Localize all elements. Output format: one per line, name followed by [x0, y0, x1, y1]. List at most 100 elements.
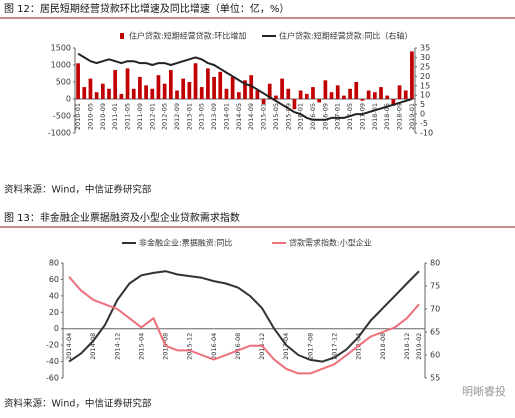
bar [119, 93, 124, 99]
y-tick-label: 60 [49, 275, 59, 284]
bar [156, 75, 161, 99]
x-tick-label: 2017-12 [331, 333, 339, 360]
bar [76, 63, 80, 99]
bar [131, 88, 136, 99]
y-tick-label: 1000 [51, 61, 71, 70]
x-tick-label: 2019-02 [415, 333, 423, 360]
line [77, 52, 413, 121]
x-tick-label: 2015-12 [186, 333, 194, 360]
bar [138, 76, 142, 99]
x-tick-label: 2016-05 [309, 103, 317, 130]
x-tick-label: 2014-08 [89, 333, 97, 360]
bar [125, 68, 130, 99]
bar [224, 88, 229, 99]
y2-tick-label: 10 [420, 91, 430, 100]
bar [311, 87, 315, 99]
x-tick-label: 2019-01 [408, 103, 416, 130]
x-tick-label: 2013-05 [198, 103, 206, 130]
bar [94, 92, 99, 99]
bar [100, 83, 105, 99]
x-tick-label: 2018-09 [396, 103, 404, 130]
line [68, 276, 420, 375]
x-tick-label: 2014-05 [235, 103, 243, 130]
bar [193, 63, 198, 99]
y2-tick-label: 5 [420, 100, 425, 109]
bar [286, 88, 291, 99]
x-tick-label: 2015-09 [284, 103, 292, 130]
x-tick-label: 2010-05 [86, 103, 94, 130]
y2-tick-label: 80 [430, 259, 440, 268]
bar [379, 87, 383, 99]
bar [249, 75, 254, 99]
legend-label: 住户贷款:短期经营贷款:环比增加 [129, 31, 246, 41]
x-tick-label: 2010-01 [74, 103, 82, 130]
y2-tick-label: 75 [430, 282, 440, 291]
bar [348, 88, 352, 99]
x-tick-label: 2014-12 [113, 333, 121, 360]
x-tick-label: 2017-08 [306, 333, 314, 360]
x-tick-label: 2015-05 [272, 103, 280, 130]
y-tick-label: 40 [49, 291, 59, 300]
y-tick-label: -40 [46, 357, 59, 366]
bar [243, 80, 247, 99]
bar [267, 83, 272, 99]
bar [199, 87, 204, 99]
x-tick-label: 2013-01 [185, 103, 193, 130]
legend-swatch [120, 33, 124, 39]
figure-title: 图 12：居民短期经营贷款环比增速及同比增速（单位：亿，%） [4, 2, 289, 15]
y-tick-label: -20 [46, 341, 59, 350]
x-tick-label: 2012-05 [161, 103, 169, 130]
y2-tick-label: -5 [420, 119, 428, 128]
x-tick-label: 2012-09 [173, 103, 181, 130]
bar [236, 92, 241, 99]
x-tick-label: 2017-09 [358, 103, 366, 130]
bar [150, 88, 155, 99]
bar [113, 70, 118, 99]
y-tick-label: 1500 [51, 44, 71, 53]
bar [342, 95, 346, 99]
legend-label: 住户贷款:短期经营贷款:同比（右轴） [279, 31, 412, 41]
bar [218, 71, 223, 99]
x-tick-label: 2014-01 [222, 103, 230, 130]
bar [410, 51, 414, 99]
bar [317, 99, 322, 103]
bar [187, 82, 192, 99]
bar [298, 90, 303, 99]
x-tick-label: 2016-09 [321, 103, 329, 130]
y2-tick-label: 60 [430, 351, 440, 360]
bar [168, 70, 173, 99]
bar [391, 99, 396, 106]
x-tick-label: 2014-09 [247, 103, 255, 130]
x-tick-label: 2015-04 [137, 333, 145, 360]
bar [144, 85, 148, 99]
y-tick-label: -500 [53, 112, 71, 121]
x-tick-label: 2011-01 [111, 103, 119, 130]
x-tick-label: 2018-01 [371, 103, 379, 130]
bar [292, 99, 297, 110]
bar [255, 90, 260, 99]
y-tick-label: 0 [66, 95, 71, 104]
bar [385, 95, 390, 99]
x-tick-label: 2018-08 [379, 333, 387, 360]
bar [175, 90, 179, 99]
y2-tick-label: 65 [430, 328, 440, 337]
bar [323, 80, 328, 99]
bar [360, 99, 365, 101]
bar [206, 68, 210, 99]
bar [88, 78, 93, 99]
y2-tick-label: 15 [420, 81, 430, 90]
source-note: 资料来源：Wind，中信证券研究部 [4, 398, 151, 410]
bar [274, 95, 278, 99]
bar [372, 92, 377, 99]
x-tick-label: 2014-04 [65, 333, 73, 360]
source-note: 资料来源：Wind，中信证券研究部 [4, 184, 151, 196]
y2-tick-label: 70 [430, 305, 440, 314]
bar [82, 87, 87, 99]
watermark: 明晰睿投 [462, 384, 506, 398]
y2-tick-label: 35 [420, 44, 430, 53]
bar [261, 99, 266, 105]
y-tick-label: 0 [54, 324, 59, 333]
x-tick-label: 2015-01 [260, 103, 268, 130]
x-tick-label: 2010-09 [99, 103, 107, 130]
